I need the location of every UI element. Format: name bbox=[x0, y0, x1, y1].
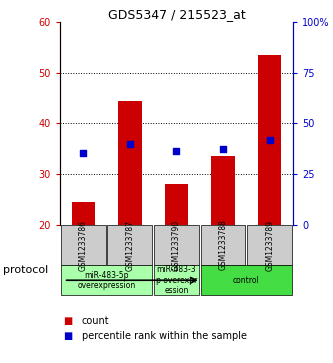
Bar bbox=[201, 265, 292, 295]
Bar bbox=[211, 156, 235, 225]
Bar bbox=[108, 225, 152, 265]
Point bbox=[174, 148, 179, 154]
Bar bbox=[258, 55, 281, 225]
Text: ■: ■ bbox=[63, 316, 73, 326]
Text: GSM1233786: GSM1233786 bbox=[79, 220, 88, 270]
Text: GSM1233789: GSM1233789 bbox=[265, 220, 274, 270]
Text: GSM1233788: GSM1233788 bbox=[218, 220, 228, 270]
Bar bbox=[72, 202, 95, 225]
Text: protocol: protocol bbox=[3, 265, 49, 276]
Text: miR-483-5p
overexpression: miR-483-5p overexpression bbox=[78, 270, 136, 290]
Bar bbox=[61, 265, 152, 295]
Bar bbox=[165, 184, 188, 225]
Point bbox=[220, 146, 226, 152]
Text: count: count bbox=[82, 316, 109, 326]
Point bbox=[267, 137, 272, 143]
Bar bbox=[61, 225, 106, 265]
Text: miR-483-3
p overexpr
ession: miR-483-3 p overexpr ession bbox=[156, 265, 197, 295]
Bar bbox=[118, 101, 142, 225]
Text: GSM1233790: GSM1233790 bbox=[172, 220, 181, 270]
Text: GSM1233787: GSM1233787 bbox=[125, 220, 135, 270]
Bar bbox=[154, 225, 199, 265]
Title: GDS5347 / 215523_at: GDS5347 / 215523_at bbox=[108, 8, 245, 21]
Bar bbox=[247, 225, 292, 265]
Text: control: control bbox=[233, 276, 260, 285]
Point bbox=[81, 150, 86, 156]
Text: percentile rank within the sample: percentile rank within the sample bbox=[82, 331, 246, 341]
Bar bbox=[201, 225, 245, 265]
Text: ■: ■ bbox=[63, 331, 73, 341]
Bar bbox=[154, 265, 199, 295]
Point bbox=[127, 141, 133, 147]
